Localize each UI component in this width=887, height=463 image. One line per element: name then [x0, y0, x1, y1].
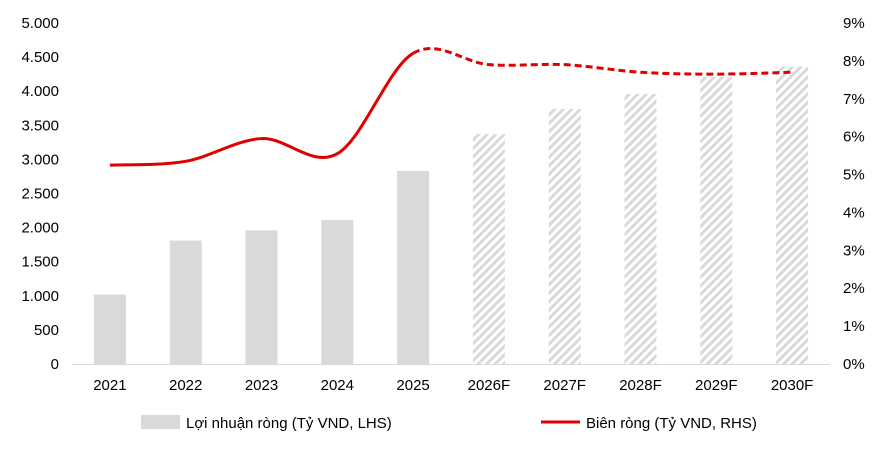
- line-forecast: [412, 47, 793, 76]
- right-tick-label: 6%: [843, 129, 865, 146]
- bar: [397, 170, 430, 364]
- line-actual: [109, 52, 414, 167]
- bar-forecast: [700, 76, 733, 365]
- right-tick-label: 0%: [843, 356, 865, 373]
- left-tick-label: 4.500: [21, 49, 59, 66]
- x-tick-label: 2023: [245, 377, 278, 394]
- left-tick-label: 4.000: [21, 83, 59, 100]
- right-tick-label: 8%: [843, 53, 865, 70]
- x-axis: 2021 2022 2023 2024 2025 2026F 2027F 2028F 2029F…: [93, 377, 813, 394]
- line-series: [109, 47, 793, 167]
- x-tick-label: 2028F: [619, 377, 662, 394]
- left-axis: 0 500 1.000 1.500 2.000 2.500 3.000 3.500 4.000 4…: [21, 15, 59, 373]
- left-tick-label: 1.500: [21, 254, 59, 271]
- left-tick-label: 2.500: [21, 186, 59, 203]
- x-tick-label: 2026F: [468, 377, 511, 394]
- right-tick-label: 7%: [843, 91, 865, 108]
- legend-swatch-bar: [141, 415, 180, 429]
- left-tick-label: 500: [34, 322, 59, 339]
- bar: [169, 240, 202, 364]
- bar: [321, 220, 354, 364]
- x-tick-label: 2021: [93, 377, 126, 394]
- bar-forecast: [624, 93, 657, 364]
- legend: Lợi nhuận ròng (Tỷ VND, LHS) Biên ròng (…: [141, 415, 757, 432]
- right-tick-label: 9%: [843, 15, 865, 32]
- right-tick-label: 3%: [843, 242, 865, 259]
- bar-forecast: [548, 108, 581, 364]
- left-tick-label: 3.000: [21, 151, 59, 168]
- right-tick-label: 4%: [843, 204, 865, 221]
- bar: [245, 230, 278, 364]
- x-tick-label: 2030F: [771, 377, 814, 394]
- legend-label-line: Biên ròng (Tỷ VND, RHS): [586, 415, 757, 432]
- bar-series: [93, 66, 809, 365]
- left-tick-label: 3.500: [21, 117, 59, 134]
- x-tick-label: 2022: [169, 377, 202, 394]
- right-axis: 0% 1% 2% 3% 4% 5% 6% 7% 8% 9%: [843, 15, 865, 373]
- x-tick-label: 2025: [396, 377, 429, 394]
- left-tick-label: 5.000: [21, 15, 59, 32]
- right-tick-label: 2%: [843, 280, 865, 297]
- bar-forecast: [472, 134, 505, 364]
- right-tick-label: 1%: [843, 318, 865, 335]
- left-tick-label: 1.000: [21, 288, 59, 305]
- left-tick-label: 2.000: [21, 220, 59, 237]
- bar-forecast: [776, 66, 809, 364]
- right-tick-label: 5%: [843, 167, 865, 184]
- bar: [93, 294, 126, 364]
- x-tick-label: 2024: [321, 377, 354, 394]
- legend-label-bar: Lợi nhuận ròng (Tỷ VND, LHS): [186, 415, 392, 432]
- left-tick-label: 0: [51, 356, 59, 373]
- x-tick-label: 2029F: [695, 377, 738, 394]
- x-tick-label: 2027F: [543, 377, 586, 394]
